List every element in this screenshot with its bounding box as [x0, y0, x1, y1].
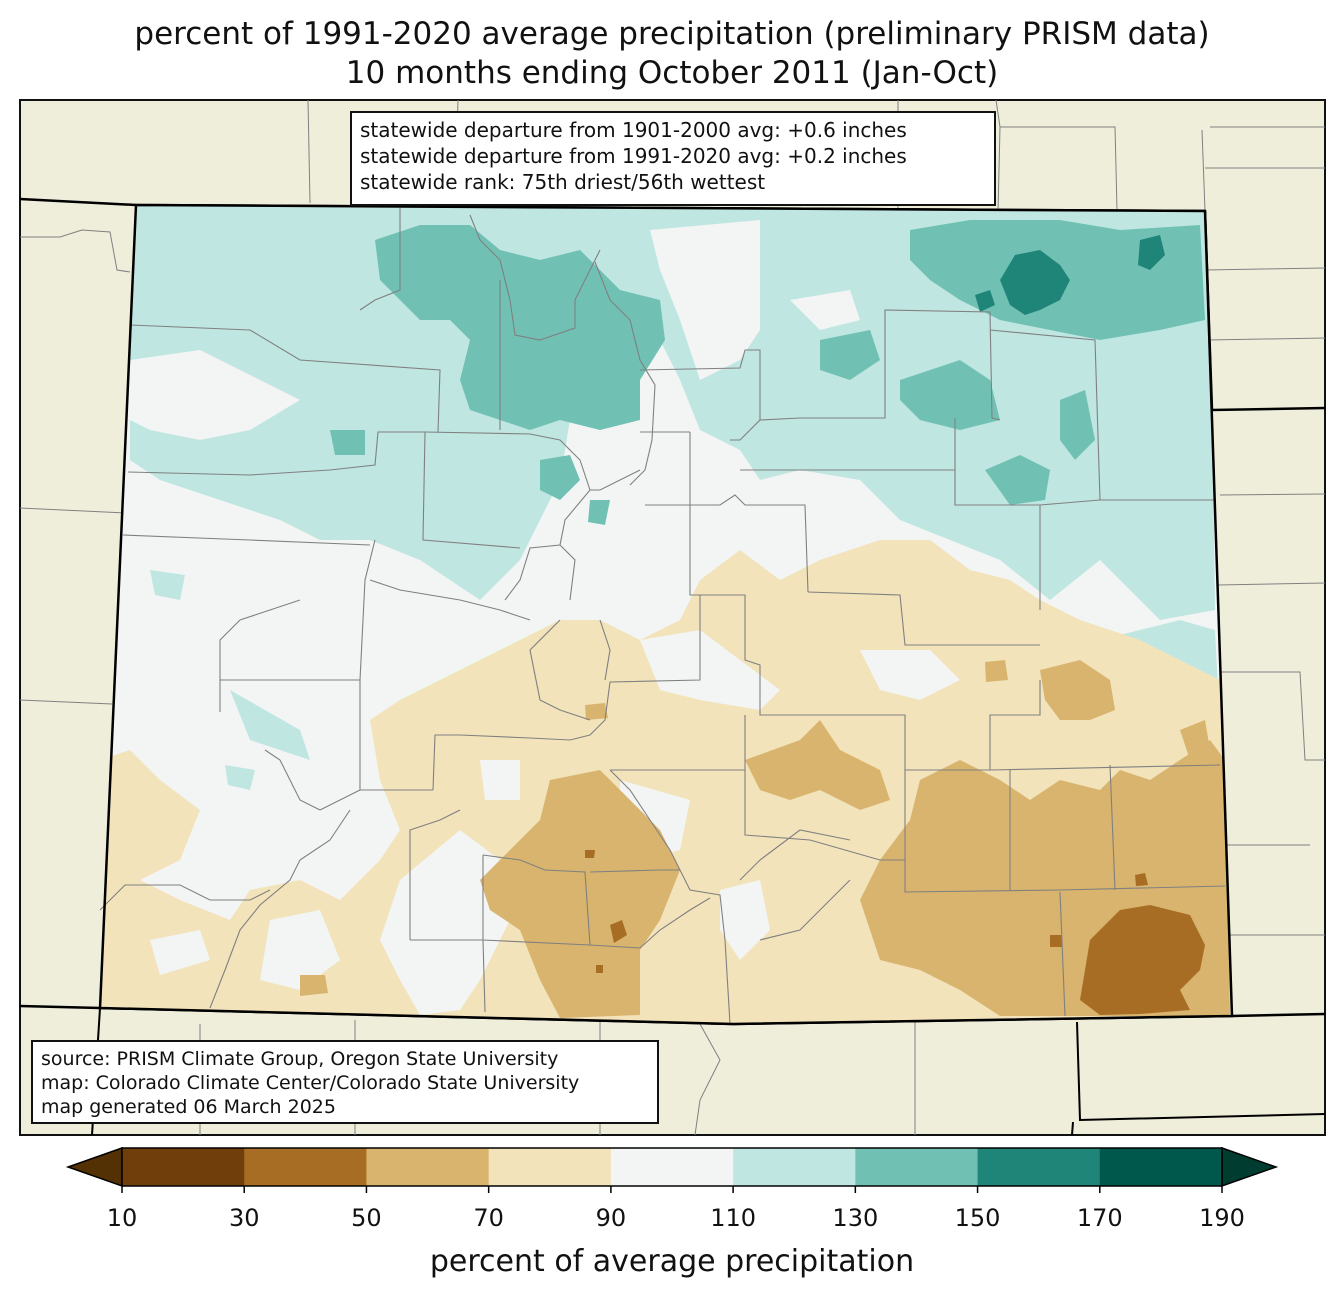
zone-130-150: [375, 225, 665, 430]
county-lines: [99, 208, 1226, 1025]
state-border-ks-ok: [1231, 1012, 1325, 1018]
colorbar-segment: [244, 1148, 367, 1186]
colorado-precip-field: [100, 205, 1232, 1024]
colorbar-segment: [488, 1148, 612, 1186]
zone-150-170: [1000, 250, 1070, 315]
colorbar-tick-label: 10: [106, 1204, 138, 1232]
statewide-stats-box: statewide departure from 1901-2000 avg: …: [350, 111, 996, 206]
colorbar-under-arrow: [65, 1146, 123, 1188]
colorbar-segment: [733, 1148, 856, 1186]
credit-map: map: Colorado Climate Center/Colorado St…: [41, 1072, 580, 1094]
colorbar-tick-label: 70: [473, 1204, 504, 1232]
stat-departure-1991-2020: statewide departure from 1991-2020 avg: …: [360, 144, 907, 168]
colorbar-segment: [1099, 1148, 1223, 1186]
zone-110-130-north: [130, 205, 1215, 620]
colorbar-segment: [122, 1148, 245, 1186]
state-border-nm-tx: [1071, 1121, 1074, 1135]
credit-generated: map generated 06 March 2025: [41, 1096, 336, 1118]
colorado-state-outline: [98, 203, 1234, 1026]
colorbar-tick-label: 170: [1076, 1204, 1123, 1232]
colorbar-segment: [610, 1148, 734, 1186]
zone-50-70: [480, 770, 680, 1018]
colorbar-tick-label: 90: [595, 1204, 627, 1232]
colorbar-over-arrow: [1221, 1146, 1279, 1188]
colorbar: [65, 1146, 1279, 1193]
colorbar-segment: [366, 1148, 490, 1186]
colorbar-segment: [977, 1148, 1101, 1186]
colorbar-tick-label: 110: [710, 1204, 757, 1232]
colorbar-tick-label: 30: [228, 1204, 260, 1232]
colorbar-label: percent of average precipitation: [429, 1244, 915, 1279]
map-title-line-2: 10 months ending October 2011 (Jan-Oct): [345, 55, 999, 91]
credits-box: source: PRISM Climate Group, Oregon Stat…: [31, 1040, 659, 1124]
map-title-line-1: percent of 1991-2020 average precipitati…: [134, 16, 1210, 52]
colorbar-tick-label: 50: [351, 1204, 382, 1232]
stat-rank: statewide rank: 75th driest/56th wettest: [360, 170, 766, 194]
credit-source: source: PRISM Climate Group, Oregon Stat…: [41, 1048, 559, 1070]
stat-departure-1901-2000: statewide departure from 1901-2000 avg: …: [360, 118, 907, 142]
colorbar-tick-label: 130: [832, 1204, 879, 1232]
colorbar-segment: [855, 1148, 979, 1186]
colorbar-tick-label: 150: [954, 1204, 1001, 1232]
state-border-ok-tx: [1076, 1021, 1325, 1122]
zone-30-50: [1080, 905, 1205, 1015]
colorbar-tick-label: 190: [1199, 1204, 1245, 1232]
